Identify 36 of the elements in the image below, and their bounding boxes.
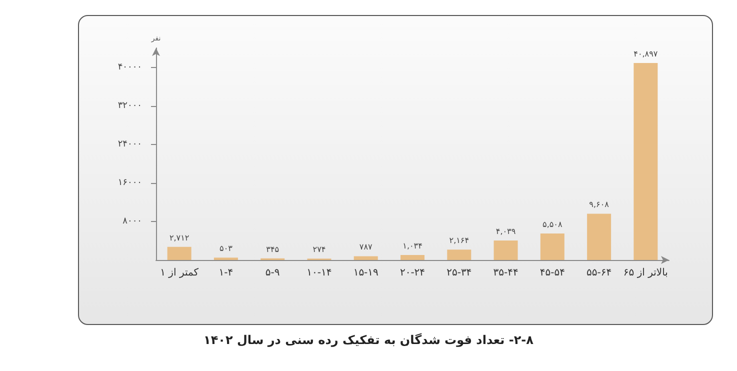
bar — [167, 246, 192, 260]
x-tick-label: ۱-۴ — [218, 268, 234, 278]
x-tick-label: ۵-۹ — [265, 268, 280, 278]
bar — [400, 255, 424, 260]
bar — [447, 250, 472, 260]
x-tick-label: بالاتر از ۶۵ — [623, 268, 668, 278]
data-label: ۲,۱۶۴ — [449, 236, 470, 246]
data-label: ۲,۷۱۲ — [169, 233, 190, 242]
data-label: ۵,۵۰۸ — [542, 220, 563, 229]
y-tick-label: ۸۰۰۰ — [122, 216, 142, 226]
bar — [494, 240, 518, 260]
bar — [540, 233, 564, 260]
data-label: ۷۸۷ — [359, 242, 374, 252]
data-label: ۱,۰۳۴ — [402, 242, 422, 251]
x-tick-label: ۲۰-۲۴ — [400, 268, 426, 278]
x-tick-label: ۱۵-۱۹ — [353, 268, 378, 278]
bar — [587, 214, 612, 260]
data-label: ۵۰۳ — [220, 244, 234, 254]
x-tick-label: ۵۵-۶۴ — [586, 268, 612, 278]
data-label: ۴۰,۸۹۷ — [634, 49, 658, 58]
x-tick-label: کمتر از ۱ — [160, 268, 199, 278]
text: ۲-۸- تعداد فوت شدگان به تفکیک رده سنی در سال ۱۴۰۲ — [202, 333, 534, 347]
x-tick-label: ۳۵-۴۴ — [493, 268, 518, 278]
bar — [634, 62, 658, 260]
y-tick-label: ۱۶۰۰۰ — [118, 178, 142, 188]
x-tick-label: ۲۵-۳۴ — [446, 268, 472, 278]
data-label: ۳۴۵ — [266, 244, 280, 254]
data-label: ۹,۶۰۸ — [589, 200, 610, 210]
data-label: ۴,۰۳۹ — [496, 227, 516, 236]
x-tick-label: ۱۰-۱۴ — [306, 268, 332, 278]
data-label: ۲۷۴ — [312, 245, 326, 254]
x-tick-label: ۴۵-۵۴ — [540, 268, 565, 278]
y-tick-label: ۴۰۰۰۰ — [118, 62, 142, 72]
y-tick-label: ۳۲۰۰۰ — [118, 100, 142, 111]
bar — [354, 256, 378, 260]
y-tick-label: ۲۴۰۰۰ — [118, 139, 142, 150]
